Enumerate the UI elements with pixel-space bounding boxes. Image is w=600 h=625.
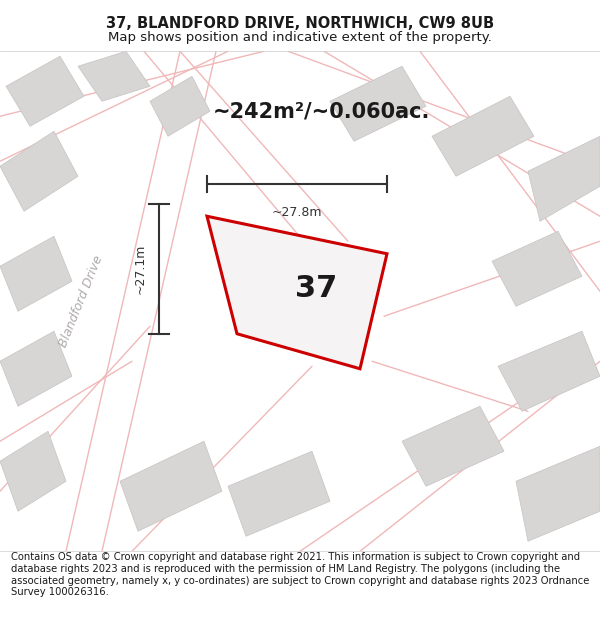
Text: ~27.8m: ~27.8m <box>272 206 322 219</box>
Polygon shape <box>6 56 84 126</box>
Polygon shape <box>402 406 504 486</box>
Text: Map shows position and indicative extent of the property.: Map shows position and indicative extent… <box>108 31 492 44</box>
Text: ~27.1m: ~27.1m <box>134 244 147 294</box>
Polygon shape <box>492 231 582 306</box>
Text: ~242m²/~0.060ac.: ~242m²/~0.060ac. <box>213 101 430 121</box>
Polygon shape <box>0 236 72 311</box>
Polygon shape <box>228 451 330 536</box>
Text: 37, BLANDFORD DRIVE, NORTHWICH, CW9 8UB: 37, BLANDFORD DRIVE, NORTHWICH, CW9 8UB <box>106 16 494 31</box>
Polygon shape <box>432 96 534 176</box>
Polygon shape <box>498 331 600 411</box>
Polygon shape <box>120 441 222 531</box>
Polygon shape <box>0 131 78 211</box>
Text: 37: 37 <box>295 274 337 302</box>
Polygon shape <box>207 216 387 369</box>
Polygon shape <box>78 51 150 101</box>
Text: Contains OS data © Crown copyright and database right 2021. This information is : Contains OS data © Crown copyright and d… <box>11 552 589 598</box>
Polygon shape <box>516 446 600 541</box>
Polygon shape <box>330 66 426 141</box>
Text: Blandford Drive: Blandford Drive <box>56 254 106 349</box>
Polygon shape <box>150 76 210 136</box>
Polygon shape <box>0 431 66 511</box>
Polygon shape <box>528 136 600 221</box>
Polygon shape <box>0 331 72 406</box>
